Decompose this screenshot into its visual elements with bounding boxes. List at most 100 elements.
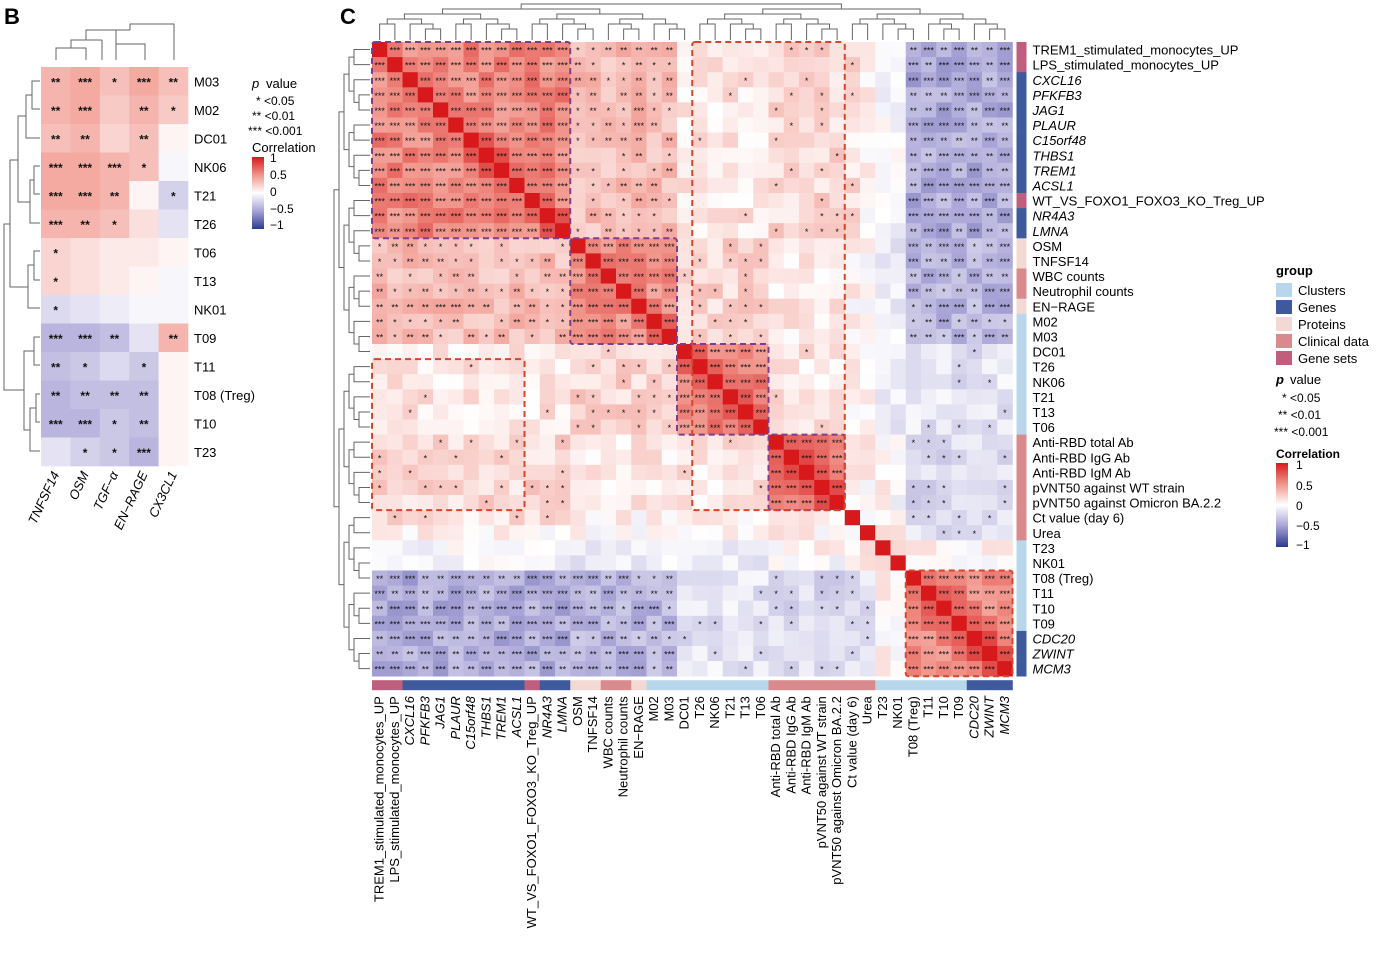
c-heat-cell [524, 374, 541, 390]
c-row-label: LMNA [1033, 224, 1069, 239]
c-heat-cell [616, 570, 632, 586]
c-heat-cell [616, 283, 632, 299]
c-heat-star: * [820, 423, 824, 433]
c-heat-cell [951, 328, 968, 345]
c-heat-cell [417, 600, 434, 617]
c-heat-cell [570, 193, 586, 209]
c-heat-cell [478, 630, 495, 647]
c-heat-cell [951, 147, 968, 164]
c-heat-star: *** [435, 91, 446, 101]
c-heat-cell [677, 615, 693, 632]
c-heat-star: *** [542, 136, 553, 146]
c-heat-cell [402, 313, 419, 330]
c-heat-cell [631, 389, 647, 405]
c-heat-cell [524, 42, 541, 58]
c-heat-star: *** [557, 61, 568, 71]
c-heat-cell [524, 449, 541, 466]
c-heat-star: *** [634, 242, 645, 252]
c-heat-cell [433, 208, 449, 224]
c-heat-cell [402, 479, 419, 496]
c-heat-cell [387, 540, 403, 556]
c-heat-cell [600, 87, 617, 103]
c-heat-cell [692, 495, 708, 511]
c-heat-cell [677, 540, 693, 556]
c-heat-star: ** [666, 46, 674, 56]
c-heat-cell [433, 344, 449, 360]
c-heat-cell [905, 495, 922, 511]
c-heat-cell [539, 449, 556, 466]
c-heat-cell [936, 223, 952, 239]
c-heat-cell [783, 162, 800, 179]
c-heat-star: * [988, 378, 992, 388]
c-heat-cell [646, 344, 663, 360]
c-heat-cell [478, 177, 495, 194]
c-heat-cell [463, 449, 480, 466]
c-heat-star: ** [940, 197, 948, 207]
c-heat-cell [417, 57, 434, 73]
c-heat-cell [829, 479, 846, 496]
c-heat-cell [646, 238, 663, 254]
c-heat-cell [936, 540, 952, 556]
c-heat-cell [966, 374, 983, 390]
c-heat-cell [768, 42, 785, 58]
b-heat-star: *** [137, 446, 151, 460]
c-row-label: Anti-RBD IgM Ab [1033, 465, 1131, 480]
c-heat-cell [890, 374, 907, 390]
c-heat-cell [555, 359, 571, 375]
c-heat-star: * [591, 634, 595, 644]
c-heat-cell [982, 283, 998, 299]
c-heat-cell [722, 72, 739, 88]
c-heat-star: *** [481, 197, 492, 207]
c-heat-cell [982, 464, 998, 481]
c-group-swatch [738, 680, 754, 691]
c-heat-cell [494, 177, 510, 194]
c-heat-star: ** [620, 634, 628, 644]
c-heat-cell [600, 283, 617, 299]
c-group-swatch [417, 680, 434, 691]
c-heat-cell [783, 630, 800, 647]
c-heat-star: * [591, 423, 595, 433]
c-heat-star: *** [527, 650, 538, 660]
c-heat-cell [402, 661, 419, 677]
b-heat-star: ** [51, 104, 61, 118]
c-heat-star: * [1003, 483, 1007, 493]
c-heat-star: *** [786, 438, 797, 448]
c-heat-cell [692, 102, 708, 118]
c-heat-cell [433, 223, 449, 239]
c-heat-star: ** [498, 650, 506, 660]
c-heat-cell [616, 464, 632, 481]
panel-c-letter: C [340, 4, 356, 29]
c-heat-cell [692, 268, 708, 284]
c-heat-star: *** [405, 106, 416, 116]
c-heat-cell [829, 283, 846, 299]
c-heat-cell [494, 479, 510, 496]
c-heat-star: *** [573, 272, 584, 282]
c-heat-star: ** [391, 650, 399, 660]
c-heat-cell [707, 57, 724, 73]
c-heat-star: *** [542, 76, 553, 86]
c-heat-star: *** [740, 363, 751, 373]
c-group-swatch [661, 680, 678, 691]
c-heat-cell [509, 253, 525, 269]
c-heat-cell [875, 600, 891, 617]
c-heat-star: * [546, 514, 550, 524]
c-heat-star: *** [557, 634, 568, 644]
c-heat-star: *** [603, 634, 614, 644]
c-heat-star: *** [801, 483, 812, 493]
c-heat-cell [494, 585, 510, 601]
c-heat-star: ** [452, 272, 460, 282]
c-heat-cell [692, 147, 708, 164]
c-heat-cell [707, 646, 724, 662]
c-heat-cell [844, 630, 861, 647]
c-row-label: M02 [1033, 314, 1058, 329]
c-heat-cell [539, 464, 556, 481]
c-heat-cell [890, 646, 907, 662]
c-heat-cell [478, 495, 495, 511]
c-heat-star: ** [590, 76, 598, 86]
c-heat-star: *** [435, 136, 446, 146]
c-heat-cell [463, 555, 480, 571]
c-heat-cell [722, 57, 739, 73]
c-heat-cell [982, 42, 998, 58]
c-group-swatch [1016, 328, 1027, 345]
c-legend-group-label: Clusters [1298, 283, 1346, 298]
